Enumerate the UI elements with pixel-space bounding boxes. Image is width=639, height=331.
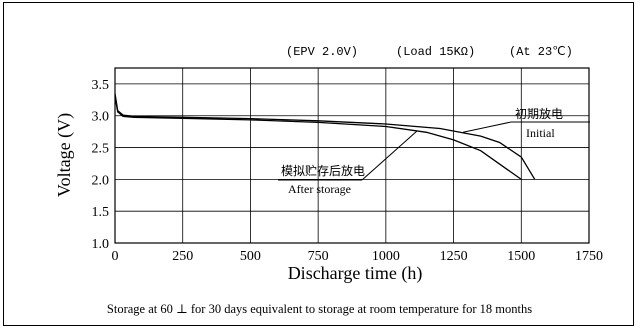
x-tick-label: 1750 (575, 249, 603, 264)
condition-load: (Load 15KΩ) (396, 45, 475, 59)
condition-temperature: (At 23℃) (509, 45, 573, 59)
annotation-storage-cn: 模拟贮存后放电 (281, 163, 365, 178)
series-line-initial (114, 93, 536, 180)
x-tick-label: 500 (240, 249, 261, 264)
x-tick-labels: 0 250 500 750 1000 1250 1500 1750 (112, 249, 604, 264)
annotation-initial-en: Initial (526, 126, 555, 140)
annotation-leaders (278, 121, 590, 181)
x-tick-label: 1250 (440, 249, 468, 264)
y-axis-title: Voltage (V) (54, 113, 75, 197)
y-tick-labels: 1.0 1.5 2.0 2.5 3.0 3.5 (92, 78, 110, 252)
y-tick-label: 1.5 (92, 205, 110, 220)
y-tick-label: 2.0 (92, 173, 110, 188)
x-tick-label: 1000 (372, 249, 400, 264)
series-line-after-storage (114, 96, 522, 180)
condition-epv: (EPV 2.0V) (286, 45, 358, 59)
x-tick-label: 250 (172, 249, 193, 264)
plot-border (114, 67, 590, 244)
chart-frame (3, 2, 634, 326)
y-tick-label: 3.0 (92, 110, 110, 125)
y-tick-label: 3.5 (92, 78, 110, 93)
y-tick-label: 2.5 (92, 142, 110, 157)
y-tick-label: 1.0 (92, 237, 110, 252)
annotation-storage-en: After storage (288, 182, 351, 196)
series-group (114, 93, 536, 180)
x-tick-label: 1500 (507, 249, 535, 264)
x-axis-title: Discharge time (h) (288, 263, 423, 284)
annotation-initial-leader (462, 121, 512, 133)
footnote: Storage at 60 ⊥ for 30 days equivalent t… (106, 302, 533, 316)
x-tick-label: 0 (112, 249, 119, 264)
x-tick-label: 750 (308, 249, 329, 264)
annotation-storage-leader (361, 130, 418, 181)
annotation-initial-cn: 初期放电 (515, 106, 563, 121)
